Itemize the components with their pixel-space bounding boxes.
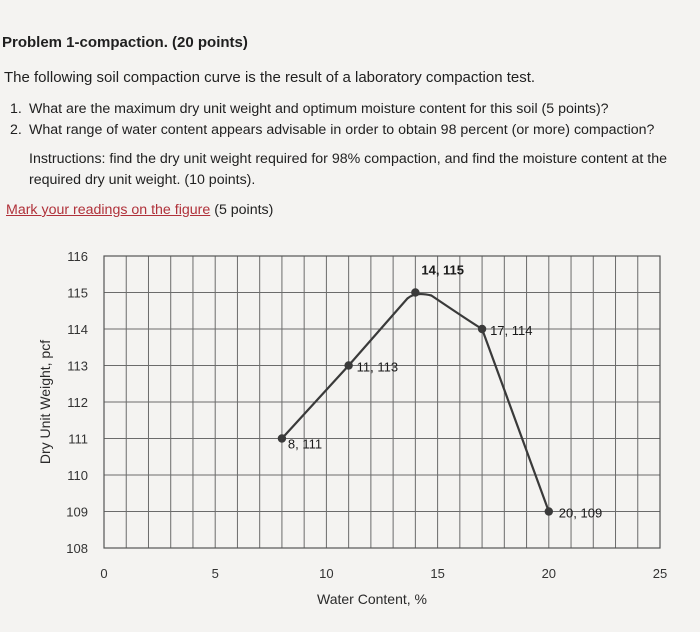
mark-readings-link[interactable]: Mark your readings on the figure: [6, 202, 211, 218]
y-tick-label: 109: [66, 505, 88, 520]
chart-series: 8, 111 11, 113 14, 115 17, 114 20, 109: [277, 263, 602, 521]
mark-readings-points: (5 points): [214, 202, 274, 218]
y-tick-label: 112: [67, 395, 88, 410]
data-point-label: 20, 109: [559, 506, 602, 521]
y-tick-label: 111: [68, 432, 88, 447]
compaction-curve: [281, 292, 550, 512]
y-tick-label: 114: [67, 322, 88, 337]
x-tick-label: 15: [430, 566, 444, 581]
question-number: 1.: [10, 101, 22, 117]
y-tick-label: 116: [67, 249, 88, 264]
question-item: 1. What are the maximum dry unit weight …: [10, 99, 700, 120]
chart-axes: 116 115 114 113 112 111 110 109 108 0 5 10 15 20 25: [66, 249, 667, 581]
mark-readings-line: Mark your readings on the figure (5 poin…: [6, 202, 273, 218]
question-text: What range of water content appears advi…: [29, 122, 655, 138]
data-point-label: 11, 113: [357, 360, 398, 375]
y-tick-label: 108: [66, 541, 88, 556]
data-point-marker: [544, 507, 553, 516]
plot-frame: [103, 255, 661, 549]
y-axis-title: Dry Unit Weight, pcf: [37, 340, 53, 464]
problem-intro: The following soil compaction curve is t…: [4, 69, 536, 86]
x-tick-label: 20: [542, 566, 556, 581]
x-tick-label: 5: [212, 566, 219, 581]
question-number: 2.: [10, 122, 22, 138]
y-tick-label: 110: [67, 468, 88, 483]
data-point-label: 8, 111: [288, 437, 322, 452]
question-list: 1. What are the maximum dry unit weight …: [10, 99, 700, 141]
x-tick-label: 0: [100, 566, 107, 581]
x-axis-title: Water Content, %: [317, 591, 427, 607]
data-point-marker: [344, 361, 353, 370]
data-point-marker: [411, 288, 420, 297]
instructions-text: Instructions: find the dry unit weight r…: [29, 151, 668, 188]
question-text: What are the maximum dry unit weight and…: [29, 101, 609, 117]
x-tick-label: 25: [653, 566, 667, 581]
data-point-label: 17, 114: [490, 323, 532, 338]
data-point-marker: [277, 434, 287, 443]
problem-heading: Problem 1-compaction. (20 points): [2, 34, 248, 51]
chart-grid: [103, 255, 661, 549]
question-item: 2. What range of water content appears a…: [10, 120, 700, 141]
data-point-marker: [477, 324, 487, 334]
y-tick-label: 113: [67, 359, 88, 374]
x-tick-label: 10: [319, 566, 333, 581]
y-tick-label: 115: [67, 286, 88, 301]
data-point-label: 14, 115: [421, 263, 464, 278]
